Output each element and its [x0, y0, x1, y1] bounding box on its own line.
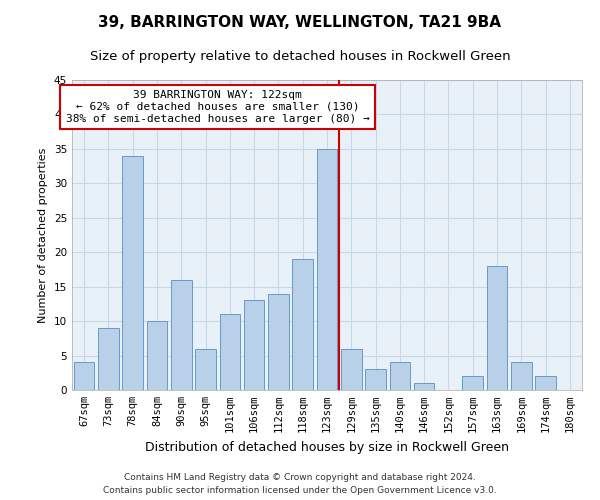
Bar: [389, 362, 410, 390]
Text: Contains public sector information licensed under the Open Government Licence v3: Contains public sector information licen…: [103, 486, 497, 495]
Bar: [195, 348, 216, 390]
Text: 39 BARRINGTON WAY: 122sqm
← 62% of detached houses are smaller (130)
38% of semi: 39 BARRINGTON WAY: 122sqm ← 62% of detac…: [66, 90, 370, 124]
Text: Size of property relative to detached houses in Rockwell Green: Size of property relative to detached ho…: [89, 50, 511, 63]
Bar: [244, 300, 265, 390]
Bar: [74, 362, 94, 390]
Bar: [341, 348, 362, 390]
Bar: [414, 383, 434, 390]
X-axis label: Distribution of detached houses by size in Rockwell Green: Distribution of detached houses by size …: [145, 440, 509, 454]
Bar: [317, 149, 337, 390]
Text: 39, BARRINGTON WAY, WELLINGTON, TA21 9BA: 39, BARRINGTON WAY, WELLINGTON, TA21 9BA: [98, 15, 502, 30]
Bar: [487, 266, 508, 390]
Bar: [122, 156, 143, 390]
Bar: [98, 328, 119, 390]
Bar: [292, 259, 313, 390]
Bar: [365, 370, 386, 390]
Bar: [171, 280, 191, 390]
Y-axis label: Number of detached properties: Number of detached properties: [38, 148, 49, 322]
Bar: [535, 376, 556, 390]
Bar: [511, 362, 532, 390]
Text: Contains HM Land Registry data © Crown copyright and database right 2024.: Contains HM Land Registry data © Crown c…: [124, 474, 476, 482]
Bar: [220, 314, 240, 390]
Bar: [146, 321, 167, 390]
Bar: [268, 294, 289, 390]
Bar: [463, 376, 483, 390]
